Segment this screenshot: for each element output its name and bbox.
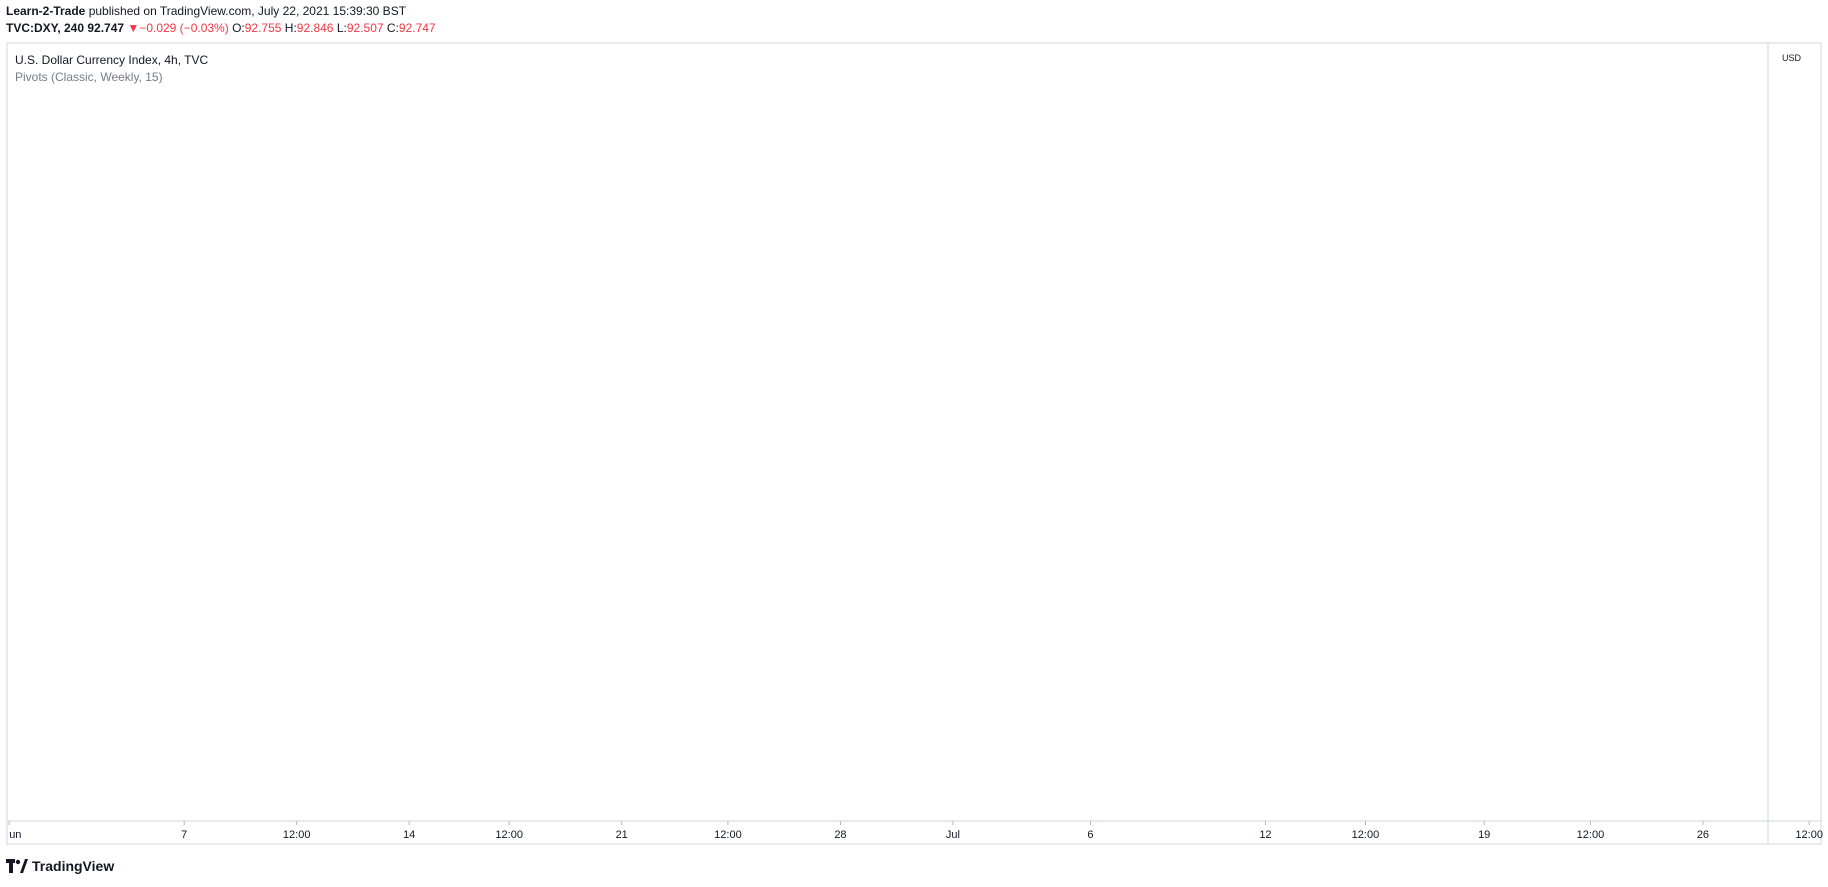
open-label: O:	[232, 21, 245, 35]
time-tick-label: 12	[1259, 829, 1271, 841]
plot-frame	[6, 42, 1769, 822]
legend-indicator: Pivots (Classic, Weekly, 15)	[15, 70, 163, 84]
chart-header: Learn-2-Trade published on TradingView.c…	[6, 3, 1822, 39]
high-value: 92.846	[296, 21, 334, 35]
open-value: 92.755	[244, 21, 282, 35]
time-tick-label: Jul	[946, 829, 960, 841]
low-value: 92.507	[346, 21, 384, 35]
symbol-line: TVC:DXY, 240 92.747 ▼−0.029 (−0.03%) O:9…	[6, 20, 1822, 37]
symbol-label: TVC:DXY, 240	[6, 21, 85, 35]
publisher-name[interactable]: Learn-2-Trade	[6, 4, 86, 18]
legend-title: U.S. Dollar Currency Index, 4h, TVC	[15, 53, 209, 67]
price-change: −0.029 (−0.03%)	[139, 21, 229, 35]
time-tick-label: 12:00	[714, 829, 742, 841]
price-axis	[1767, 42, 1822, 822]
time-tick-label: 19	[1478, 829, 1490, 841]
time-tick-label: 12:00	[495, 829, 523, 841]
high-label: H:	[284, 21, 297, 35]
time-tick-label: 14	[403, 829, 415, 841]
last-price: 92.747	[87, 21, 125, 35]
time-tick-label: 28	[834, 829, 846, 841]
low-label: L:	[336, 21, 347, 35]
down-arrow-icon: ▼	[127, 21, 140, 35]
time-tick-label: 12:00	[1352, 829, 1380, 841]
currency-label: USD	[1782, 53, 1802, 63]
price-chart[interactable]: 1(93.439)0.786(92.534)0.618(91.823)0.5(9…	[0, 0, 1828, 858]
time-tick-label: un	[9, 829, 21, 841]
time-tick-label: 12:00	[283, 829, 311, 841]
close-value: 92.747	[398, 21, 436, 35]
publish-line: Learn-2-Trade published on TradingView.c…	[6, 3, 1822, 20]
tradingview-logo-icon	[6, 859, 28, 873]
time-tick-label: 12:00	[1577, 829, 1605, 841]
close-label: C:	[386, 21, 399, 35]
tradingview-footer[interactable]: TradingView	[6, 858, 114, 874]
time-tick-label: 7	[181, 829, 187, 841]
published-text: published on TradingView.com, July 22, 2…	[88, 4, 407, 18]
time-tick-label: 21	[616, 829, 628, 841]
tradingview-brand: TradingView	[32, 858, 115, 874]
time-tick-label: 26	[1697, 829, 1709, 841]
time-axis	[6, 820, 1769, 845]
time-tick-label: 6	[1087, 829, 1093, 841]
axis-corner	[1767, 820, 1822, 845]
time-tick-label: 12:00	[1795, 829, 1823, 841]
